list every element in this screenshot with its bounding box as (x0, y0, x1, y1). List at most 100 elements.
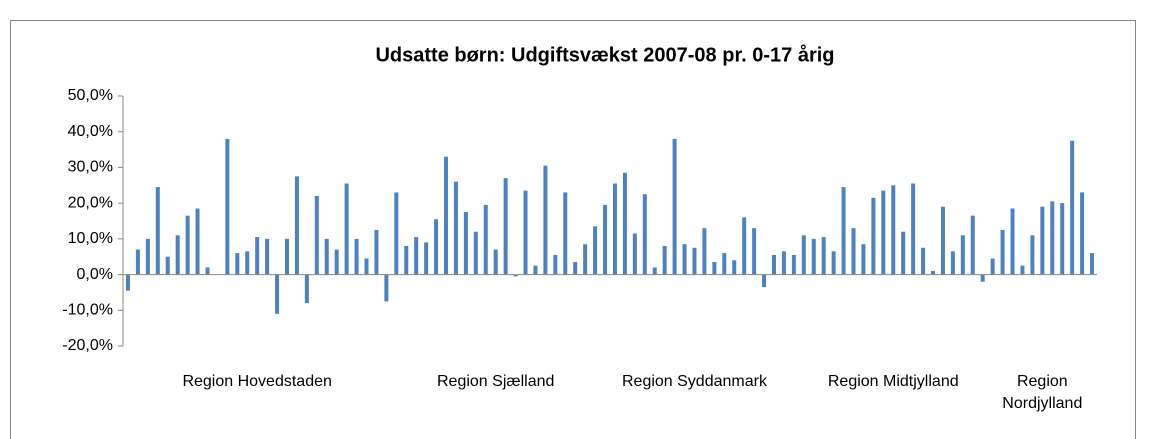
bar (692, 247, 697, 275)
bar (970, 215, 975, 275)
bar (573, 262, 578, 275)
bar (314, 196, 319, 275)
bar (1050, 201, 1055, 275)
bar (493, 249, 498, 275)
bar (334, 249, 339, 275)
bar (891, 185, 896, 275)
x-category-label: Region Nordjylland (1002, 373, 1083, 412)
bar (960, 235, 965, 275)
bar (1010, 208, 1015, 275)
bar (1040, 206, 1045, 275)
bar (135, 249, 140, 275)
bar (553, 254, 558, 275)
y-tick-label: 20,0% (68, 194, 113, 211)
bar (1090, 253, 1095, 275)
bar (205, 267, 210, 275)
bar (980, 274, 985, 282)
bar (275, 274, 280, 314)
bar (742, 217, 747, 275)
bar (304, 274, 309, 304)
bar (195, 208, 200, 275)
y-tick-label: -20,0% (62, 337, 113, 354)
bar (473, 231, 478, 275)
bar (672, 138, 677, 275)
bar (185, 215, 190, 275)
bar (821, 237, 826, 275)
bar (811, 238, 816, 275)
bar (344, 183, 349, 275)
bar (861, 244, 866, 275)
bar (444, 156, 449, 275)
bar (622, 172, 627, 275)
bar (791, 254, 796, 275)
bar (284, 238, 289, 275)
bar (881, 190, 886, 275)
bar (831, 251, 836, 275)
bar (483, 204, 488, 275)
bar (752, 228, 757, 275)
y-tick-label: 50,0% (68, 87, 113, 104)
bar (583, 244, 588, 275)
bar (921, 247, 926, 275)
bar (155, 187, 160, 275)
bar (543, 165, 548, 275)
bar (911, 183, 916, 275)
bar (294, 176, 299, 275)
bar (990, 258, 995, 275)
y-tick-label: 30,0% (68, 159, 113, 176)
bar (463, 212, 468, 275)
bar (722, 253, 727, 275)
bar (354, 238, 359, 275)
bar (404, 246, 409, 275)
bar (762, 274, 767, 288)
bar (434, 219, 439, 275)
bar (931, 271, 936, 275)
bar (414, 237, 419, 275)
x-category-label: Region Midtjylland (827, 373, 959, 390)
bar (940, 206, 945, 275)
bar (851, 228, 856, 275)
y-tick-label: 40,0% (68, 123, 113, 140)
bar (324, 238, 329, 275)
bar (652, 267, 657, 275)
bar (603, 204, 608, 275)
chart-title: Udsatte børn: Udgiftsvækst 2007-08 pr. 0… (375, 43, 834, 66)
bar (364, 258, 369, 275)
x-category-label: Region Syddanmark (621, 373, 767, 390)
bar (175, 235, 180, 275)
bar (1030, 235, 1035, 275)
bar (1060, 203, 1065, 275)
bar (235, 253, 240, 275)
bar (125, 274, 130, 291)
bar (1080, 192, 1085, 275)
bar (255, 237, 260, 275)
bar (801, 235, 806, 275)
bar (712, 262, 717, 275)
bar (374, 229, 379, 275)
y-tick-label: 10,0% (68, 230, 113, 247)
bar (871, 197, 876, 275)
bar (950, 251, 955, 275)
bar (523, 190, 528, 275)
bar (771, 254, 776, 275)
bar (901, 231, 906, 275)
bar (593, 226, 598, 275)
bar (384, 274, 389, 302)
bar (503, 178, 508, 275)
bar (225, 138, 230, 275)
bar (1070, 140, 1075, 275)
bar (513, 274, 518, 277)
x-category-label: Region Sjælland (437, 373, 555, 390)
bar (732, 260, 737, 275)
bar (265, 238, 270, 275)
bar (563, 192, 568, 275)
bar (165, 256, 170, 275)
bar (642, 194, 647, 275)
bar (453, 181, 458, 275)
bar (841, 187, 846, 275)
bar (682, 244, 687, 275)
bar (612, 183, 617, 275)
y-tick-label: -10,0% (62, 302, 113, 319)
